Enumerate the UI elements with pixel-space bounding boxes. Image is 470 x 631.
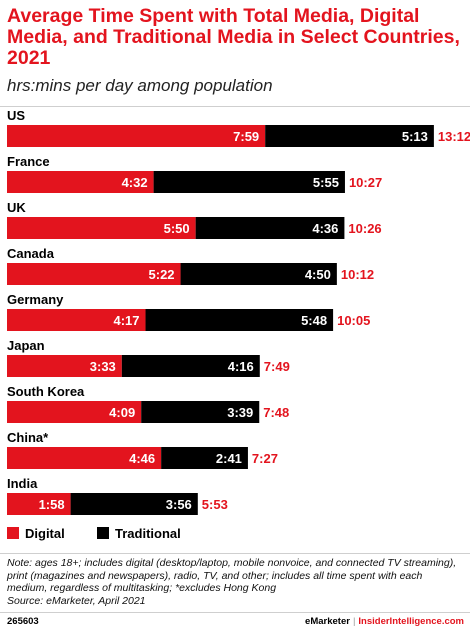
value-digital-china: 4:46 bbox=[129, 451, 155, 466]
value-total-uk: 10:26 bbox=[348, 221, 381, 236]
value-total-japan: 7:49 bbox=[264, 359, 290, 374]
category-label-canada: Canada bbox=[7, 246, 55, 261]
value-traditional-india: 3:56 bbox=[166, 497, 192, 512]
legend-traditional-swatch bbox=[97, 527, 109, 539]
brand-insider: InsiderIntelligence.com bbox=[358, 616, 464, 627]
legend-traditional: Traditional bbox=[97, 526, 181, 541]
footnote: Note: ages 18+; includes digital (deskto… bbox=[7, 557, 463, 607]
value-digital-us: 7:59 bbox=[233, 129, 259, 144]
bar-traditional-us bbox=[265, 125, 434, 147]
chart-title: Average Time Spent with Total Media, Dig… bbox=[7, 5, 460, 69]
bar-traditional-south-korea bbox=[141, 401, 260, 423]
value-total-germany: 10:05 bbox=[337, 313, 370, 328]
value-digital-india: 1:58 bbox=[39, 497, 65, 512]
category-label-uk: UK bbox=[7, 200, 26, 215]
category-label-germany: Germany bbox=[7, 292, 64, 307]
bar-digital-uk bbox=[7, 217, 196, 239]
source-text: Source: eMarketer, April 2021 bbox=[7, 594, 146, 607]
value-total-canada: 10:12 bbox=[341, 267, 374, 282]
category-label-japan: Japan bbox=[7, 338, 45, 353]
bar-chart: US 7:59 5:13 13:12 France 4:32 5:55 10:27 UK 5:50… bbox=[7, 108, 470, 515]
footer-brand: eMarketer | InsiderIntelligence.com bbox=[305, 616, 464, 627]
value-total-south-korea: 7:48 bbox=[263, 405, 289, 420]
note-divider bbox=[0, 553, 470, 554]
bar-traditional-china bbox=[161, 447, 248, 469]
bar-digital-japan bbox=[7, 355, 122, 377]
bar-digital-canada bbox=[7, 263, 181, 285]
value-digital-south-korea: 4:09 bbox=[109, 405, 135, 420]
bar-traditional-france bbox=[153, 171, 345, 193]
category-label-france: France bbox=[7, 154, 50, 169]
value-digital-germany: 4:17 bbox=[113, 313, 139, 328]
value-total-us: 13:12 bbox=[438, 129, 470, 144]
note-text: Note: ages 18+; includes digital (deskto… bbox=[7, 557, 457, 594]
value-digital-uk: 5:50 bbox=[164, 221, 190, 236]
value-traditional-france: 5:55 bbox=[313, 175, 339, 190]
legend-digital-label: Digital bbox=[25, 526, 65, 541]
chart-subtitle: hrs:mins per day among population bbox=[7, 76, 273, 95]
chart-id: 265603 bbox=[7, 616, 39, 627]
category-label-us: US bbox=[7, 108, 25, 123]
bar-digital-france bbox=[7, 171, 154, 193]
category-label-india: India bbox=[7, 476, 38, 491]
bar-digital-us bbox=[7, 125, 266, 147]
value-digital-canada: 5:22 bbox=[149, 267, 175, 282]
value-traditional-uk: 4:36 bbox=[312, 221, 338, 236]
footer-divider bbox=[0, 612, 470, 613]
brand-separator: | bbox=[352, 616, 356, 627]
value-digital-japan: 3:33 bbox=[90, 359, 116, 374]
bar-traditional-canada bbox=[180, 263, 337, 285]
legend-digital: Digital bbox=[7, 526, 65, 541]
bar-digital-south-korea bbox=[7, 401, 142, 423]
bar-digital-india bbox=[7, 493, 71, 515]
title-divider bbox=[0, 106, 470, 107]
bar-traditional-uk bbox=[195, 217, 345, 239]
value-total-china: 7:27 bbox=[252, 451, 278, 466]
category-label-south-korea: South Korea bbox=[7, 384, 85, 399]
value-traditional-germany: 5:48 bbox=[301, 313, 327, 328]
bar-traditional-germany bbox=[145, 309, 334, 331]
bar-digital-china bbox=[7, 447, 162, 469]
value-traditional-canada: 4:50 bbox=[305, 267, 331, 282]
legend-traditional-label: Traditional bbox=[115, 526, 181, 541]
bar-digital-germany bbox=[7, 309, 146, 331]
value-total-india: 5:53 bbox=[202, 497, 228, 512]
value-traditional-south-korea: 3:39 bbox=[227, 405, 253, 420]
value-traditional-china: 2:41 bbox=[216, 451, 242, 466]
brand-emarketer: eMarketer bbox=[305, 616, 350, 627]
category-label-china: China* bbox=[7, 430, 49, 445]
value-traditional-us: 5:13 bbox=[402, 129, 428, 144]
legend-digital-swatch bbox=[7, 527, 19, 539]
value-digital-france: 4:32 bbox=[122, 175, 148, 190]
value-total-france: 10:27 bbox=[349, 175, 382, 190]
bar-traditional-japan bbox=[121, 355, 260, 377]
value-traditional-japan: 4:16 bbox=[228, 359, 254, 374]
bar-traditional-india bbox=[70, 493, 198, 515]
